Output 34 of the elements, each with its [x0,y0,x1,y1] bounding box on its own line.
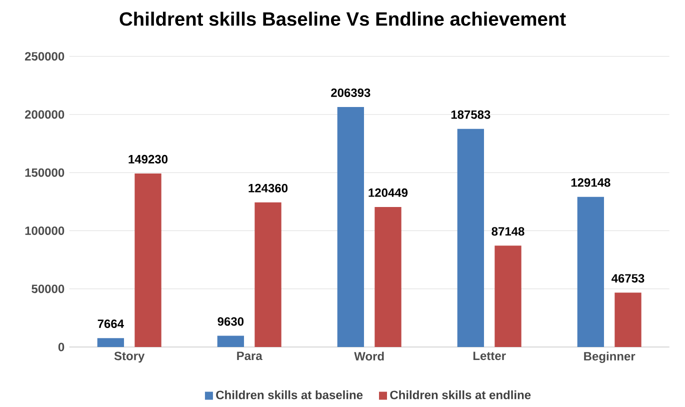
data-label: 124360 [248,184,288,192]
data-label: 187583 [451,110,490,119]
bar [374,206,402,347]
bar [614,292,642,347]
y-tick-label: 150000 [25,168,64,177]
legend-label: Children skills at baseline [216,390,363,400]
bar [577,196,604,347]
data-label: 129148 [571,178,610,187]
data-label: 120449 [368,188,408,197]
bar [134,173,162,347]
bar [217,336,244,347]
data-label: 7664 [98,320,124,328]
legend-label: Children skills at endline [390,390,531,400]
data-label: 9630 [218,317,244,326]
bar [457,128,484,347]
x-tick-label: Para [237,352,262,360]
data-label: 206393 [331,88,370,97]
bar [97,338,124,347]
y-tick-label: 50000 [32,284,64,294]
y-tick-label: 0 [58,342,64,352]
chart-title: Childrent skills Baseline Vs Endline achievement [120,12,566,26]
bar [254,202,282,347]
y-tick-label: 200000 [25,110,64,119]
data-label: 149230 [128,154,168,164]
x-tick-label: Story [114,352,145,363]
bar [494,246,522,347]
x-tick-label: Word [354,352,384,361]
x-tick-label: Beginner [584,352,636,363]
y-tick-label: 250000 [25,52,64,61]
x-tick-label: Letter [473,352,506,360]
data-label: 87148 [492,227,524,236]
data-label: 46753 [612,274,644,283]
bar [337,107,364,347]
y-tick-label: 100000 [25,226,64,235]
